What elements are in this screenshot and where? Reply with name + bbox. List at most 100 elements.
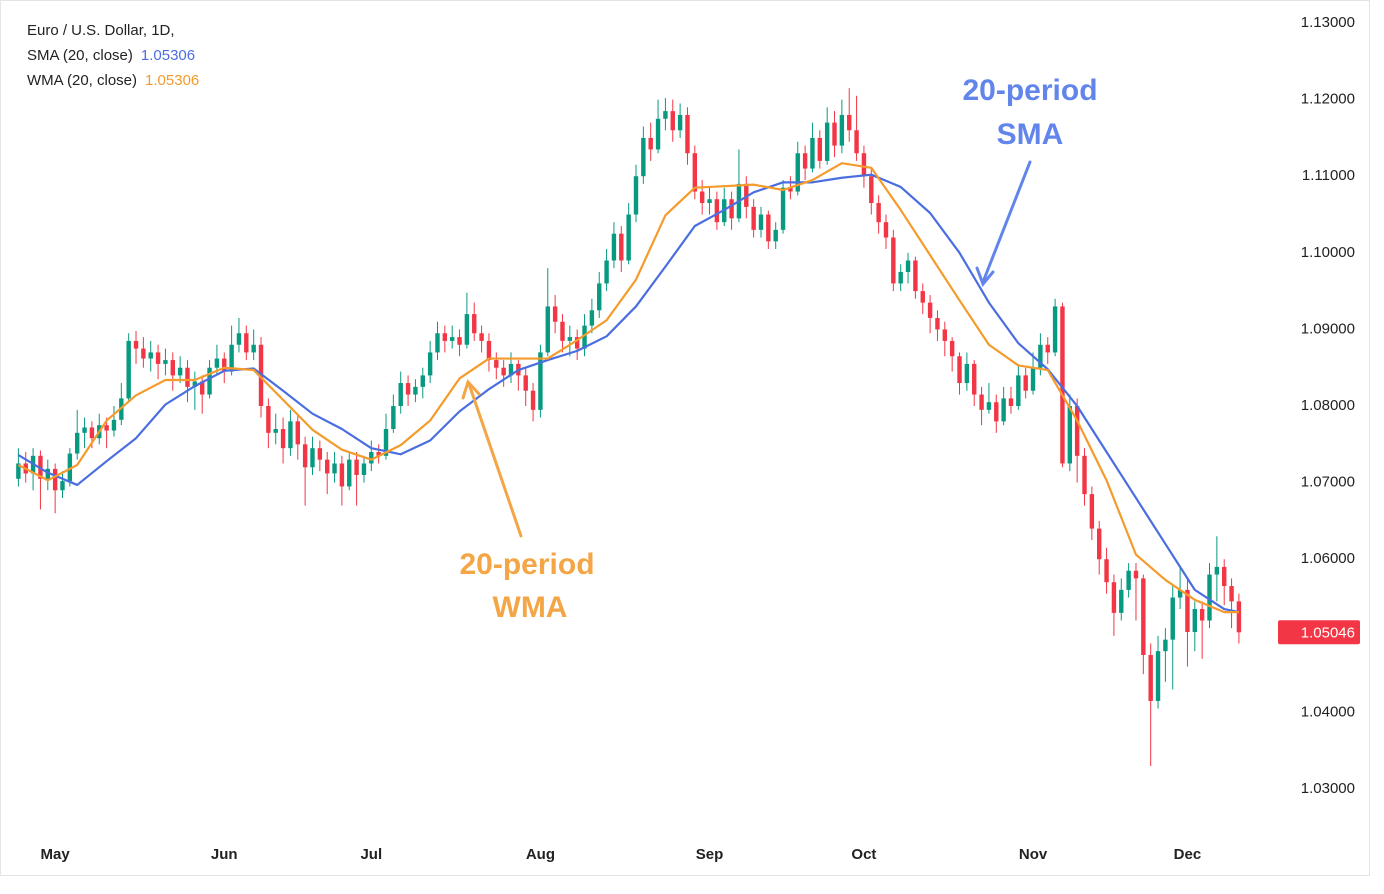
candle-body xyxy=(361,463,367,475)
candle-body xyxy=(839,114,845,146)
candle-body xyxy=(1185,589,1190,633)
candle-body xyxy=(222,358,227,372)
candle-body xyxy=(1111,582,1117,613)
candle-body xyxy=(104,425,109,431)
candle-body xyxy=(913,260,918,292)
candle-body xyxy=(273,429,278,433)
candle-body xyxy=(89,427,95,439)
ma-line xyxy=(17,162,1239,614)
candle-body xyxy=(1170,597,1175,640)
candle-body xyxy=(1192,609,1198,633)
candle-body xyxy=(766,214,771,242)
candle-body xyxy=(435,333,440,353)
x-tick-label: May xyxy=(41,846,71,863)
candle-body xyxy=(1104,559,1109,583)
candle-body xyxy=(832,122,837,146)
candle-body xyxy=(1008,398,1014,407)
y-tick-label: 1.04000 xyxy=(1301,703,1355,720)
candle-body xyxy=(523,375,528,391)
candle-body xyxy=(163,360,168,364)
candle-body xyxy=(927,302,933,318)
candle-body xyxy=(1074,406,1080,456)
candle-body xyxy=(442,333,448,341)
y-tick-label: 1.06000 xyxy=(1301,550,1355,567)
candle-body xyxy=(170,360,175,376)
candle-body xyxy=(1045,344,1050,353)
legend-title: Euro / U.S. Dollar, 1D, xyxy=(27,22,175,39)
candle-body xyxy=(567,337,573,341)
candle-body xyxy=(339,463,345,487)
candle-body xyxy=(1052,306,1058,353)
x-tick-label: Nov xyxy=(1019,846,1048,863)
candle-body xyxy=(1133,570,1139,579)
candle-body xyxy=(604,260,609,284)
candle-body xyxy=(619,233,624,261)
y-tick-label: 1.10000 xyxy=(1301,244,1355,261)
candle-body xyxy=(1207,574,1212,621)
candle-body xyxy=(986,402,992,410)
candle-body xyxy=(545,306,550,353)
candle-body xyxy=(942,329,948,341)
candle-body xyxy=(972,363,977,395)
candle-body xyxy=(288,421,293,449)
candle-body xyxy=(141,348,146,359)
x-tick-label: Oct xyxy=(851,846,876,863)
candle-body xyxy=(60,481,65,491)
plot xyxy=(16,88,1242,767)
candle-body xyxy=(1016,375,1021,407)
candle-body xyxy=(677,114,683,131)
candle-body xyxy=(1030,367,1036,391)
candle-body xyxy=(486,340,492,361)
candle-body xyxy=(111,419,117,431)
candle-body xyxy=(1023,375,1028,391)
candle-body xyxy=(413,386,418,395)
candle-body xyxy=(494,360,499,368)
candle-body xyxy=(295,421,300,445)
price-tag-label: 1.05046 xyxy=(1301,624,1355,641)
x-tick-label: Jun xyxy=(211,846,238,863)
candle-body xyxy=(979,394,984,410)
candle-body xyxy=(773,229,778,242)
candle-body xyxy=(74,432,80,454)
candle-body xyxy=(126,340,131,399)
candle-body xyxy=(405,383,411,395)
candle-body xyxy=(597,283,602,311)
candle-body xyxy=(427,352,433,376)
candle-body xyxy=(16,463,21,479)
y-tick-label: 1.09000 xyxy=(1301,320,1355,337)
candle-body xyxy=(538,352,543,410)
candle-body xyxy=(501,367,506,376)
candle-body xyxy=(699,191,705,204)
candle-body xyxy=(1163,639,1168,652)
candle-body xyxy=(1199,609,1205,621)
candle-body xyxy=(810,137,815,169)
frame xyxy=(0,0,1370,876)
candle-body xyxy=(251,344,256,353)
candle-body xyxy=(935,317,940,330)
candle-body xyxy=(1097,528,1102,560)
candle-body xyxy=(692,153,698,192)
candle-body xyxy=(302,444,308,468)
candle-body xyxy=(266,406,271,433)
candle-body xyxy=(758,214,764,230)
candle-body xyxy=(214,358,220,368)
candle-body xyxy=(1038,344,1043,368)
candle-body xyxy=(751,206,756,230)
candle-body xyxy=(744,183,749,207)
candle-body xyxy=(949,340,955,357)
candle-body xyxy=(685,114,690,154)
y-tick-label: 1.11000 xyxy=(1302,167,1355,184)
candle-body xyxy=(589,310,595,326)
candle-body xyxy=(457,337,462,345)
candle-body xyxy=(383,429,389,456)
candle-body xyxy=(1126,570,1131,590)
annotation: 20-period xyxy=(962,74,1097,107)
candle-body xyxy=(185,367,190,387)
candle-body xyxy=(464,314,470,345)
candle-body xyxy=(155,352,161,364)
candle-body xyxy=(817,137,823,161)
candle-body xyxy=(376,451,381,456)
candle-body xyxy=(876,203,881,223)
